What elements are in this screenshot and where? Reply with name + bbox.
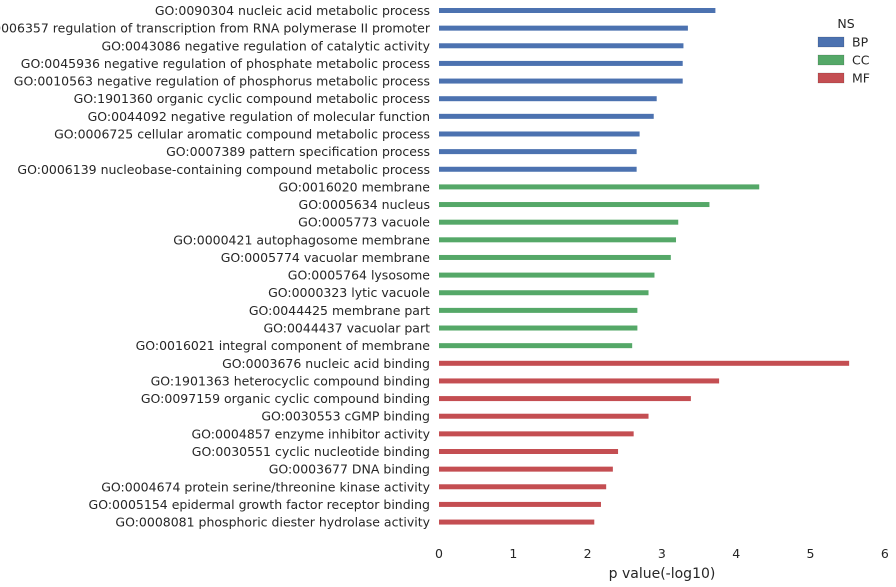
bar-mf [439,378,720,384]
category-label: GO:0016021 integral component of membran… [136,338,431,353]
x-axis-title: p value(-log10) [609,566,716,582]
legend-label-mf: MF [852,71,870,86]
legend-label-cc: CC [852,53,870,68]
bar-cc [439,184,760,190]
category-label: GO:0005634 nucleus [299,197,430,212]
category-label: GO:0004674 protein serine/threonine kina… [101,479,430,494]
bar-mf [439,360,850,366]
bar-cc [439,202,710,208]
category-label: GO:0005774 vacuolar membrane [221,250,431,265]
bar-cc [439,307,638,313]
bar-bp [439,131,640,137]
category-label: GO:0044092 negative regulation of molecu… [88,109,430,124]
category-label: GO:0005764 lysosome [288,268,431,283]
category-label: GO:0044437 vacuolar part [263,321,430,336]
category-label: GO:0043086 negative regulation of cataly… [101,38,430,53]
category-label: GO:0045936 negative regulation of phosph… [21,56,430,71]
bars-layer [439,8,850,525]
bar-bp [439,60,683,66]
category-label: GO:0097159 organic cyclic compound bindi… [141,391,430,406]
category-label: GO:0016020 membrane [278,179,430,194]
x-axis: 0 1 2 3 4 5 6 [435,546,889,561]
category-label: GO:0000323 lytic vacuole [268,285,430,300]
category-labels: GO:0090304 nucleic acid metabolic proces… [0,3,431,530]
bar-cc [439,237,677,243]
bar-bp [439,96,657,102]
category-label: GO:0005773 vacuole [298,215,430,230]
category-label: GO:0004857 enzyme inhibitor activity [191,426,430,441]
bar-cc [439,290,649,296]
category-label: GO:1901363 heterocyclic compound binding [151,373,430,388]
legend-swatch-cc [817,54,845,66]
category-label: GO:0000421 autophagosome membrane [173,232,430,247]
category-label: GO:0006139 nucleobase-containing compoun… [17,162,430,177]
category-label: GO:0010563 negative regulation of phosph… [14,74,430,89]
bar-bp [439,166,637,172]
x-tick-label: 1 [509,546,517,561]
bar-bp [439,113,654,119]
category-label: GO:0030551 cyclic nucleotide binding [192,444,430,459]
bar-mf [439,519,595,525]
category-label: GO:0003677 DNA binding [269,462,430,477]
legend: NS BP CC MF [817,16,870,86]
legend-label-bp: BP [852,35,869,50]
bar-mf [439,396,691,402]
legend-swatch-bp [817,36,845,48]
bar-cc [439,254,671,260]
category-label: GO:0003676 nucleic acid binding [222,356,430,371]
bar-mf [439,501,601,507]
category-label: GO:0044425 membrane part [249,303,430,318]
category-label: GO:0030553 cGMP binding [261,409,430,424]
bar-cc [439,272,655,278]
bar-cc [439,343,633,349]
bar-mf [439,413,649,419]
bar-bp [439,43,684,49]
category-label: GO:0090304 nucleic acid metabolic proces… [155,3,430,18]
bar-mf [439,466,613,472]
bar-cc [439,325,638,331]
bar-bp [439,25,688,31]
x-tick-label: 6 [881,546,889,561]
bar-bp [439,8,716,13]
legend-swatch-mf [817,72,845,84]
bar-mf [439,484,607,490]
category-label: GO:0006725 cellular aromatic compound me… [54,126,430,141]
x-tick-label: 2 [584,546,592,561]
x-tick-label: 3 [658,546,666,561]
category-label: GO:1901360 organic cyclic compound metab… [74,91,430,106]
bar-mf [439,449,619,454]
bar-bp [439,78,683,84]
bar-cc [439,219,679,225]
category-label: GO:0008081 phosphoric diester hydrolase … [115,515,430,530]
category-label: GO:0005154 epidermal growth factor recep… [89,497,430,512]
legend-title: NS [837,16,854,31]
category-label: GO:0006357 regulation of transcription f… [0,21,431,36]
x-tick-label: 4 [732,546,740,561]
bar-mf [439,431,634,437]
x-tick-label: 5 [807,546,815,561]
category-label: GO:0007389 pattern specification process [166,144,430,159]
x-tick-label: 0 [435,546,443,561]
bar-bp [439,149,637,155]
